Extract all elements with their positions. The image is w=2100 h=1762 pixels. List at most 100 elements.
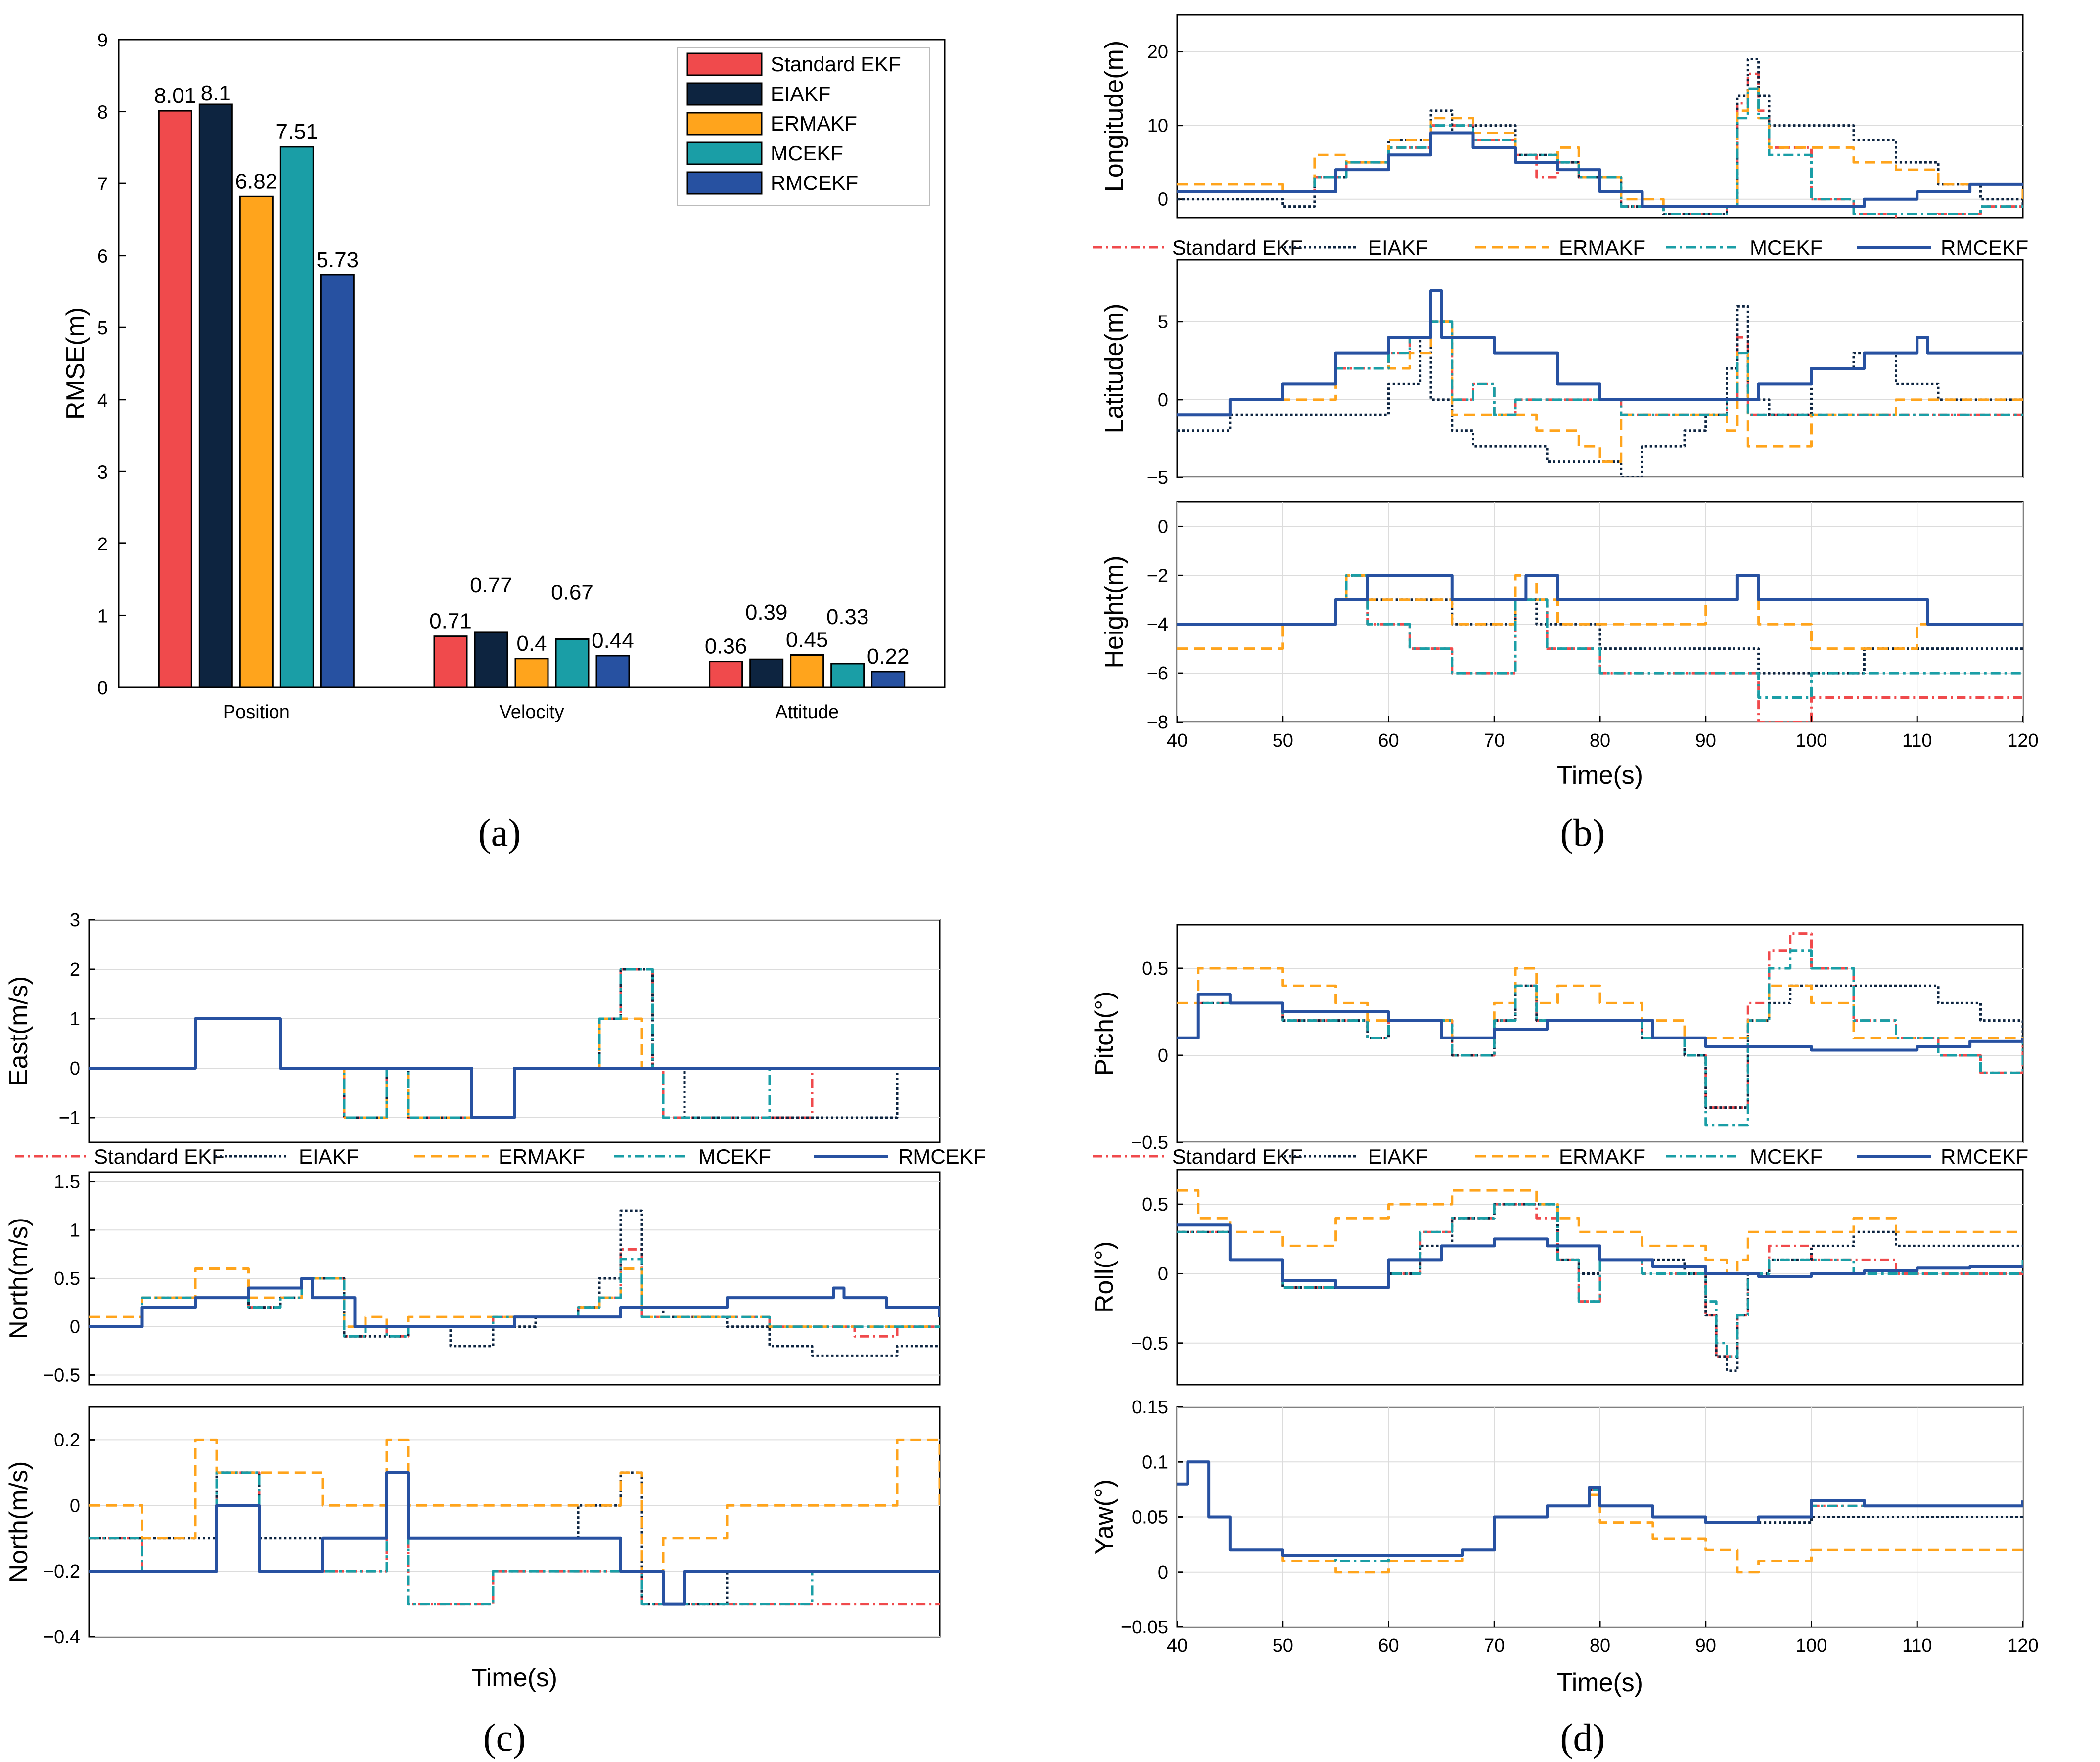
bar-data-label: 0.33 bbox=[826, 605, 869, 629]
y-tick-label: −6 bbox=[1147, 663, 1168, 684]
y-tick-label: 0 bbox=[1158, 1045, 1168, 1066]
x-tick-label: 90 bbox=[1695, 1635, 1716, 1656]
bar bbox=[474, 631, 508, 688]
legend-label: ERMAKF bbox=[499, 1145, 585, 1168]
y-tick-label: −4 bbox=[1147, 614, 1168, 635]
x-tick-label: 80 bbox=[1590, 1635, 1610, 1656]
bar bbox=[320, 274, 355, 688]
subplot-frame bbox=[1176, 259, 2024, 478]
bar bbox=[830, 663, 865, 688]
series-line-ermakf bbox=[1177, 1460, 2023, 1574]
y-axis-label: RMSE(m) bbox=[61, 307, 90, 420]
series-group bbox=[89, 1209, 940, 1357]
bar-data-label: 5.73 bbox=[317, 248, 359, 272]
bar bbox=[790, 654, 824, 688]
legend-swatch bbox=[686, 52, 763, 76]
y-tick-label: 5 bbox=[1158, 312, 1168, 333]
y-tick-label: 0.5 bbox=[54, 1268, 80, 1289]
bar-data-label: 8.1 bbox=[201, 81, 231, 105]
bar bbox=[158, 110, 192, 688]
legend-label: Standard EKF bbox=[1172, 1145, 1303, 1168]
panel-d-attitude-error: −0.5 0 0.5 Pitch(°) −0.5 0 0.5 Roll(°) −0.05 0 0.0… bbox=[1090, 924, 2039, 1697]
x-tick-label: 60 bbox=[1378, 1635, 1399, 1656]
bar-data-label: 7.51 bbox=[276, 120, 319, 144]
y-axis-label: Latitude(m) bbox=[1100, 304, 1129, 434]
legend-label: MCEKF bbox=[698, 1145, 771, 1168]
series-line-rmcekf bbox=[89, 1017, 940, 1119]
bar bbox=[595, 655, 630, 688]
y-tick-label: −8 bbox=[1147, 712, 1168, 733]
bar-data-label: 0.4 bbox=[516, 632, 547, 656]
y-tick-label: −2 bbox=[1147, 565, 1168, 586]
legend-swatch bbox=[686, 141, 763, 165]
y-tick-label: 7 bbox=[97, 174, 108, 195]
y-tick-label: 0.5 bbox=[1142, 1194, 1168, 1215]
series-line-ermakf bbox=[1177, 574, 2023, 650]
x-tick-label: 90 bbox=[1695, 730, 1716, 751]
category-label: Velocity bbox=[500, 702, 564, 723]
series-line-rmcekf bbox=[1177, 574, 2023, 626]
bar bbox=[555, 638, 590, 688]
y-tick-label: 0.2 bbox=[54, 1430, 80, 1450]
x-tick-label: 120 bbox=[2007, 730, 2038, 751]
caption-b: (b) bbox=[1560, 811, 1605, 854]
y-tick-label: 5 bbox=[97, 318, 108, 339]
panel-a-bar-chart: 0 1 2 3 4 5 6 7 8 9 RMSE(m) Position 8.01 8.1 6.82 7.51… bbox=[61, 30, 946, 723]
series-line-rmcekf bbox=[1177, 289, 2023, 417]
y-axis-label: Yaw(°) bbox=[1090, 1479, 1119, 1555]
series-group bbox=[1177, 574, 2023, 722]
y-tick-label: −0.5 bbox=[1131, 1333, 1168, 1354]
y-axis-label: East(m/s) bbox=[4, 976, 33, 1086]
y-tick-label: 0 bbox=[1158, 1562, 1168, 1583]
x-tick-label: 50 bbox=[1273, 730, 1293, 751]
y-tick-label: 10 bbox=[1147, 116, 1168, 136]
y-tick-label: −0.5 bbox=[1131, 1132, 1168, 1153]
x-tick-label: 70 bbox=[1484, 730, 1505, 751]
y-tick-label: 0 bbox=[1158, 189, 1168, 210]
legend-swatch bbox=[686, 112, 763, 136]
bar bbox=[514, 658, 549, 688]
x-tick-label: 50 bbox=[1273, 1635, 1293, 1656]
x-tick-label: 40 bbox=[1167, 730, 1187, 751]
bar-data-label: 0.44 bbox=[592, 629, 634, 653]
y-tick-label: 3 bbox=[70, 910, 80, 931]
category-label: Position bbox=[223, 702, 290, 723]
series-line-rmcekf bbox=[1177, 131, 2023, 208]
legend-label: RMCEKF bbox=[771, 171, 858, 194]
bar bbox=[198, 103, 233, 688]
series-line-rmcekf bbox=[1177, 993, 2023, 1052]
y-tick-label: −5 bbox=[1147, 467, 1168, 488]
series-line-rmcekf bbox=[1177, 1460, 2023, 1557]
series-line-mcekf bbox=[1177, 1203, 2023, 1358]
x-axis-label: Time(s) bbox=[1557, 1669, 1643, 1697]
subplot-frame bbox=[1176, 924, 2024, 1143]
y-axis-label: Height(m) bbox=[1100, 555, 1129, 668]
series-line-ermakf bbox=[1177, 967, 2023, 1039]
y-tick-label: 0 bbox=[1158, 1264, 1168, 1284]
series-line-ermakf bbox=[1177, 1189, 2023, 1275]
x-tick-label: 40 bbox=[1167, 1635, 1187, 1656]
y-axis-label: Longitude(m) bbox=[1100, 41, 1129, 192]
series-line-standard-ekf bbox=[1177, 1203, 2023, 1358]
bar bbox=[239, 195, 274, 688]
series-line-eiakf bbox=[89, 1209, 940, 1357]
x-tick-label: 110 bbox=[1902, 1635, 1932, 1656]
bar bbox=[433, 635, 468, 688]
y-tick-label: 0.05 bbox=[1132, 1507, 1168, 1528]
legend-label: Standard EKF bbox=[1172, 236, 1303, 259]
y-tick-label: 0 bbox=[1158, 516, 1168, 537]
legend-label: EIAKF bbox=[299, 1145, 359, 1168]
series-line-rmcekf bbox=[89, 1277, 940, 1328]
y-tick-label: 1 bbox=[97, 606, 108, 627]
y-tick-label: 2 bbox=[97, 534, 108, 555]
bar bbox=[749, 658, 784, 688]
x-tick-label: 110 bbox=[1902, 730, 1932, 751]
y-tick-label: 0.15 bbox=[1132, 1397, 1168, 1418]
legend-label: EIAKF bbox=[1368, 1145, 1428, 1168]
y-axis-label: North(m/s) bbox=[4, 1218, 33, 1339]
y-tick-label: 0 bbox=[1158, 390, 1168, 410]
y-tick-label: −0.2 bbox=[43, 1561, 80, 1582]
bar-data-label: 0.71 bbox=[429, 609, 472, 633]
bar-data-label: 0.77 bbox=[470, 573, 512, 597]
